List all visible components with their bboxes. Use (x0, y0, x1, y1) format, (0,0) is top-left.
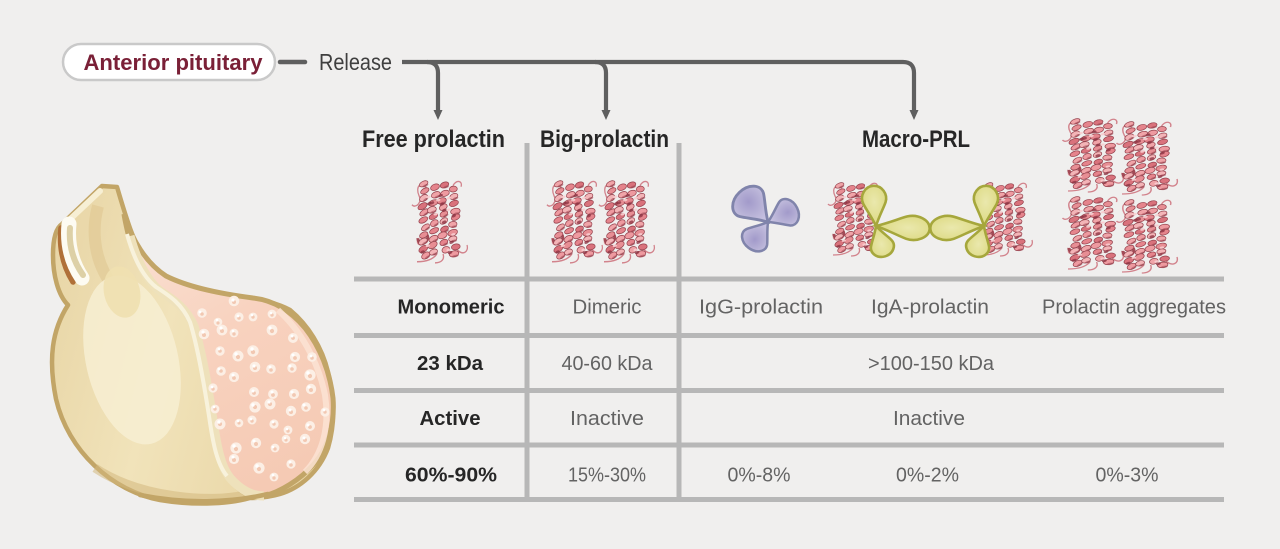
svg-text:Anterior pituitary: Anterior pituitary (84, 50, 264, 75)
svg-text:Free prolactin: Free prolactin (362, 126, 505, 153)
svg-text:0%-2%: 0%-2% (896, 465, 959, 487)
svg-text:Inactive: Inactive (893, 408, 965, 430)
svg-text:Prolactin aggregates: Prolactin aggregates (1042, 297, 1226, 319)
svg-text:40-60 kDa: 40-60 kDa (562, 353, 654, 375)
svg-text:Dimeric: Dimeric (573, 297, 642, 319)
svg-text:Big-prolactin: Big-prolactin (540, 126, 669, 153)
svg-text:Macro-PRL: Macro-PRL (862, 126, 970, 153)
svg-text:Active: Active (420, 408, 481, 430)
svg-text:IgG-prolactin: IgG-prolactin (699, 297, 823, 319)
svg-text:23 kDa: 23 kDa (417, 353, 484, 375)
svg-text:15%-30%: 15%-30% (568, 465, 646, 487)
svg-text:Inactive: Inactive (570, 408, 644, 430)
svg-text:IgA-prolactin: IgA-prolactin (871, 297, 989, 319)
svg-text:60%-90%: 60%-90% (405, 465, 497, 487)
svg-text:0%-3%: 0%-3% (1096, 465, 1159, 487)
svg-text:Monomeric: Monomeric (398, 297, 505, 319)
svg-text:0%-8%: 0%-8% (728, 465, 791, 487)
svg-text:>100-150 kDa: >100-150 kDa (868, 353, 995, 375)
svg-text:Release: Release (319, 49, 392, 75)
